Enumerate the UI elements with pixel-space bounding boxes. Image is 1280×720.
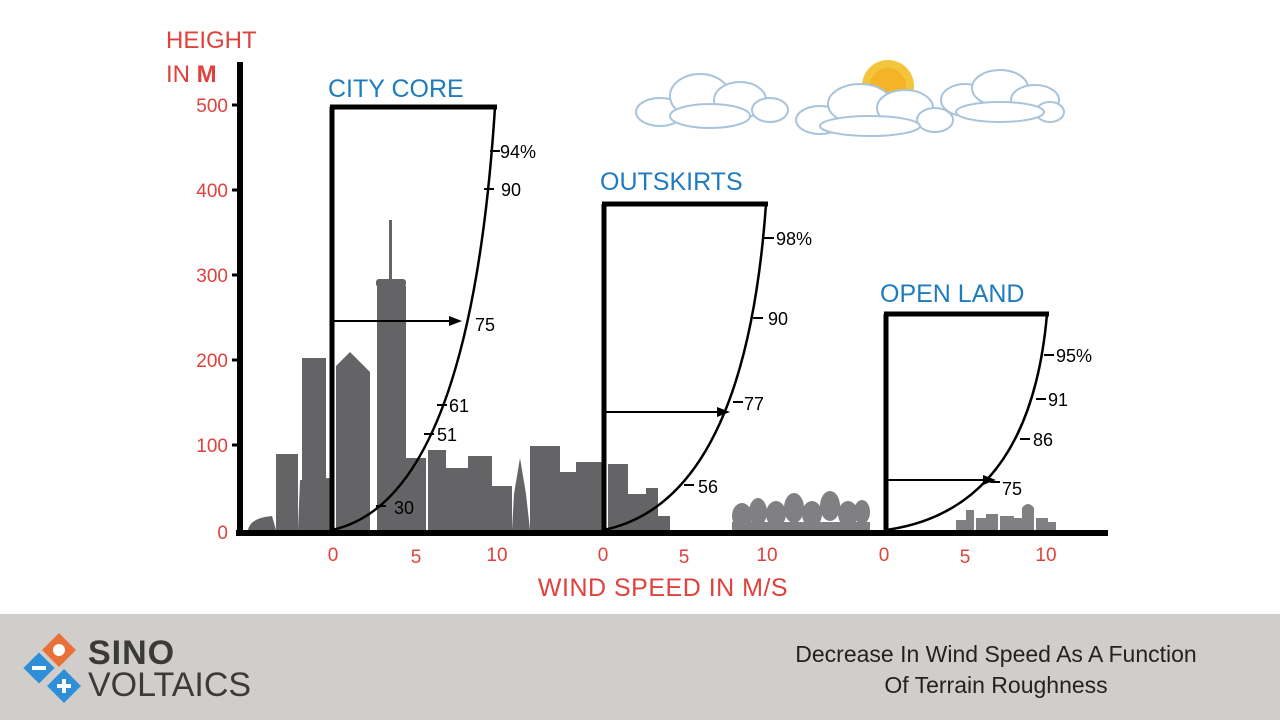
y-axis-label-line2: IN M: [166, 61, 217, 88]
arrow-city-core: [334, 316, 462, 326]
profile-label: 61: [449, 396, 469, 416]
profile-label: 86: [1033, 430, 1053, 450]
y-axis-label-line1: HEIGHT: [166, 27, 257, 54]
arrow-label: 75: [1002, 479, 1022, 499]
y-tick-label: 0: [217, 523, 228, 544]
y-axis-label-prefix: IN: [166, 61, 197, 88]
y-tick-label: 100: [196, 436, 228, 457]
zone-city-core: CITY CORE 94% 90 75 61 51 30: [328, 75, 536, 533]
profile-label: 91: [1048, 390, 1068, 410]
profile-label: 94%: [500, 142, 536, 162]
arrow-label: 77: [744, 394, 764, 414]
y-tick-label: 300: [196, 266, 228, 287]
x-tick-label: 10: [1035, 545, 1056, 566]
city-skyline-silhouette: [248, 220, 670, 530]
x-tick-label: 10: [486, 545, 507, 566]
y-axis-label-unit: M: [197, 61, 217, 88]
profile-label: 90: [501, 180, 521, 200]
y-tick-label: 400: [196, 181, 228, 202]
sinovoltaics-logo[interactable]: SINO VOLTAICS: [20, 624, 260, 714]
y-tick-label: 500: [196, 96, 228, 117]
x-tick-label: 0: [328, 545, 339, 566]
y-tick-label: 200: [196, 351, 228, 372]
arrow-outskirts: [606, 407, 730, 417]
logo-text-sino: SINO: [88, 634, 176, 672]
y-tick-marks: [232, 103, 240, 447]
zone-title: OPEN LAND: [880, 280, 1024, 308]
zone-title: CITY CORE: [328, 75, 464, 103]
profile-label: 95%: [1056, 346, 1092, 366]
x-tick-label: 10: [756, 545, 777, 566]
arrow-open-land: [888, 475, 996, 485]
caption-line: Of Terrain Roughness: [884, 672, 1108, 698]
profile-label: 56: [698, 477, 718, 497]
x-tick-label: 0: [598, 545, 609, 566]
x-axis-label: WIND SPEED IN M/S: [538, 574, 788, 602]
logo-text-voltaics: VOLTAICS: [88, 666, 252, 704]
zone-title: OUTSKIRTS: [600, 168, 743, 196]
profile-label: 98%: [776, 229, 812, 249]
x-tick-label: 5: [679, 547, 690, 568]
x-tick-label: 5: [960, 547, 971, 568]
zone-outskirts: OUTSKIRTS 98% 90 77 56: [600, 168, 812, 533]
zone-open-land: OPEN LAND 95% 91 86 75: [880, 280, 1092, 533]
footer-bar: SINO VOLTAICS Decrease In Wind Speed As …: [0, 614, 1280, 720]
trees-silhouette: [732, 491, 870, 530]
x-axis-ticks: 0 5 10 0 5 10 0 5 10: [328, 545, 1057, 568]
figure-caption: Decrease In Wind Speed As A Function Of …: [736, 639, 1256, 701]
arrow-label: 75: [475, 315, 495, 335]
caption-line: Decrease In Wind Speed As A Function: [795, 641, 1197, 667]
clouds-illustration: [635, 60, 1065, 137]
y-axis-ticks: 500 400 300 200 100 0: [196, 96, 228, 544]
wind-profile-diagram: HEIGHT IN M 500 400 300 200 100 0 0 5 10…: [166, 27, 1108, 602]
profile-label: 51: [437, 425, 457, 445]
small-town-silhouette: [956, 504, 1056, 530]
profile-label: 90: [768, 309, 788, 329]
logo-mark-icon: [23, 633, 81, 703]
profile-label: 30: [394, 498, 414, 518]
x-tick-label: 0: [879, 545, 890, 566]
x-tick-label: 5: [411, 547, 422, 568]
